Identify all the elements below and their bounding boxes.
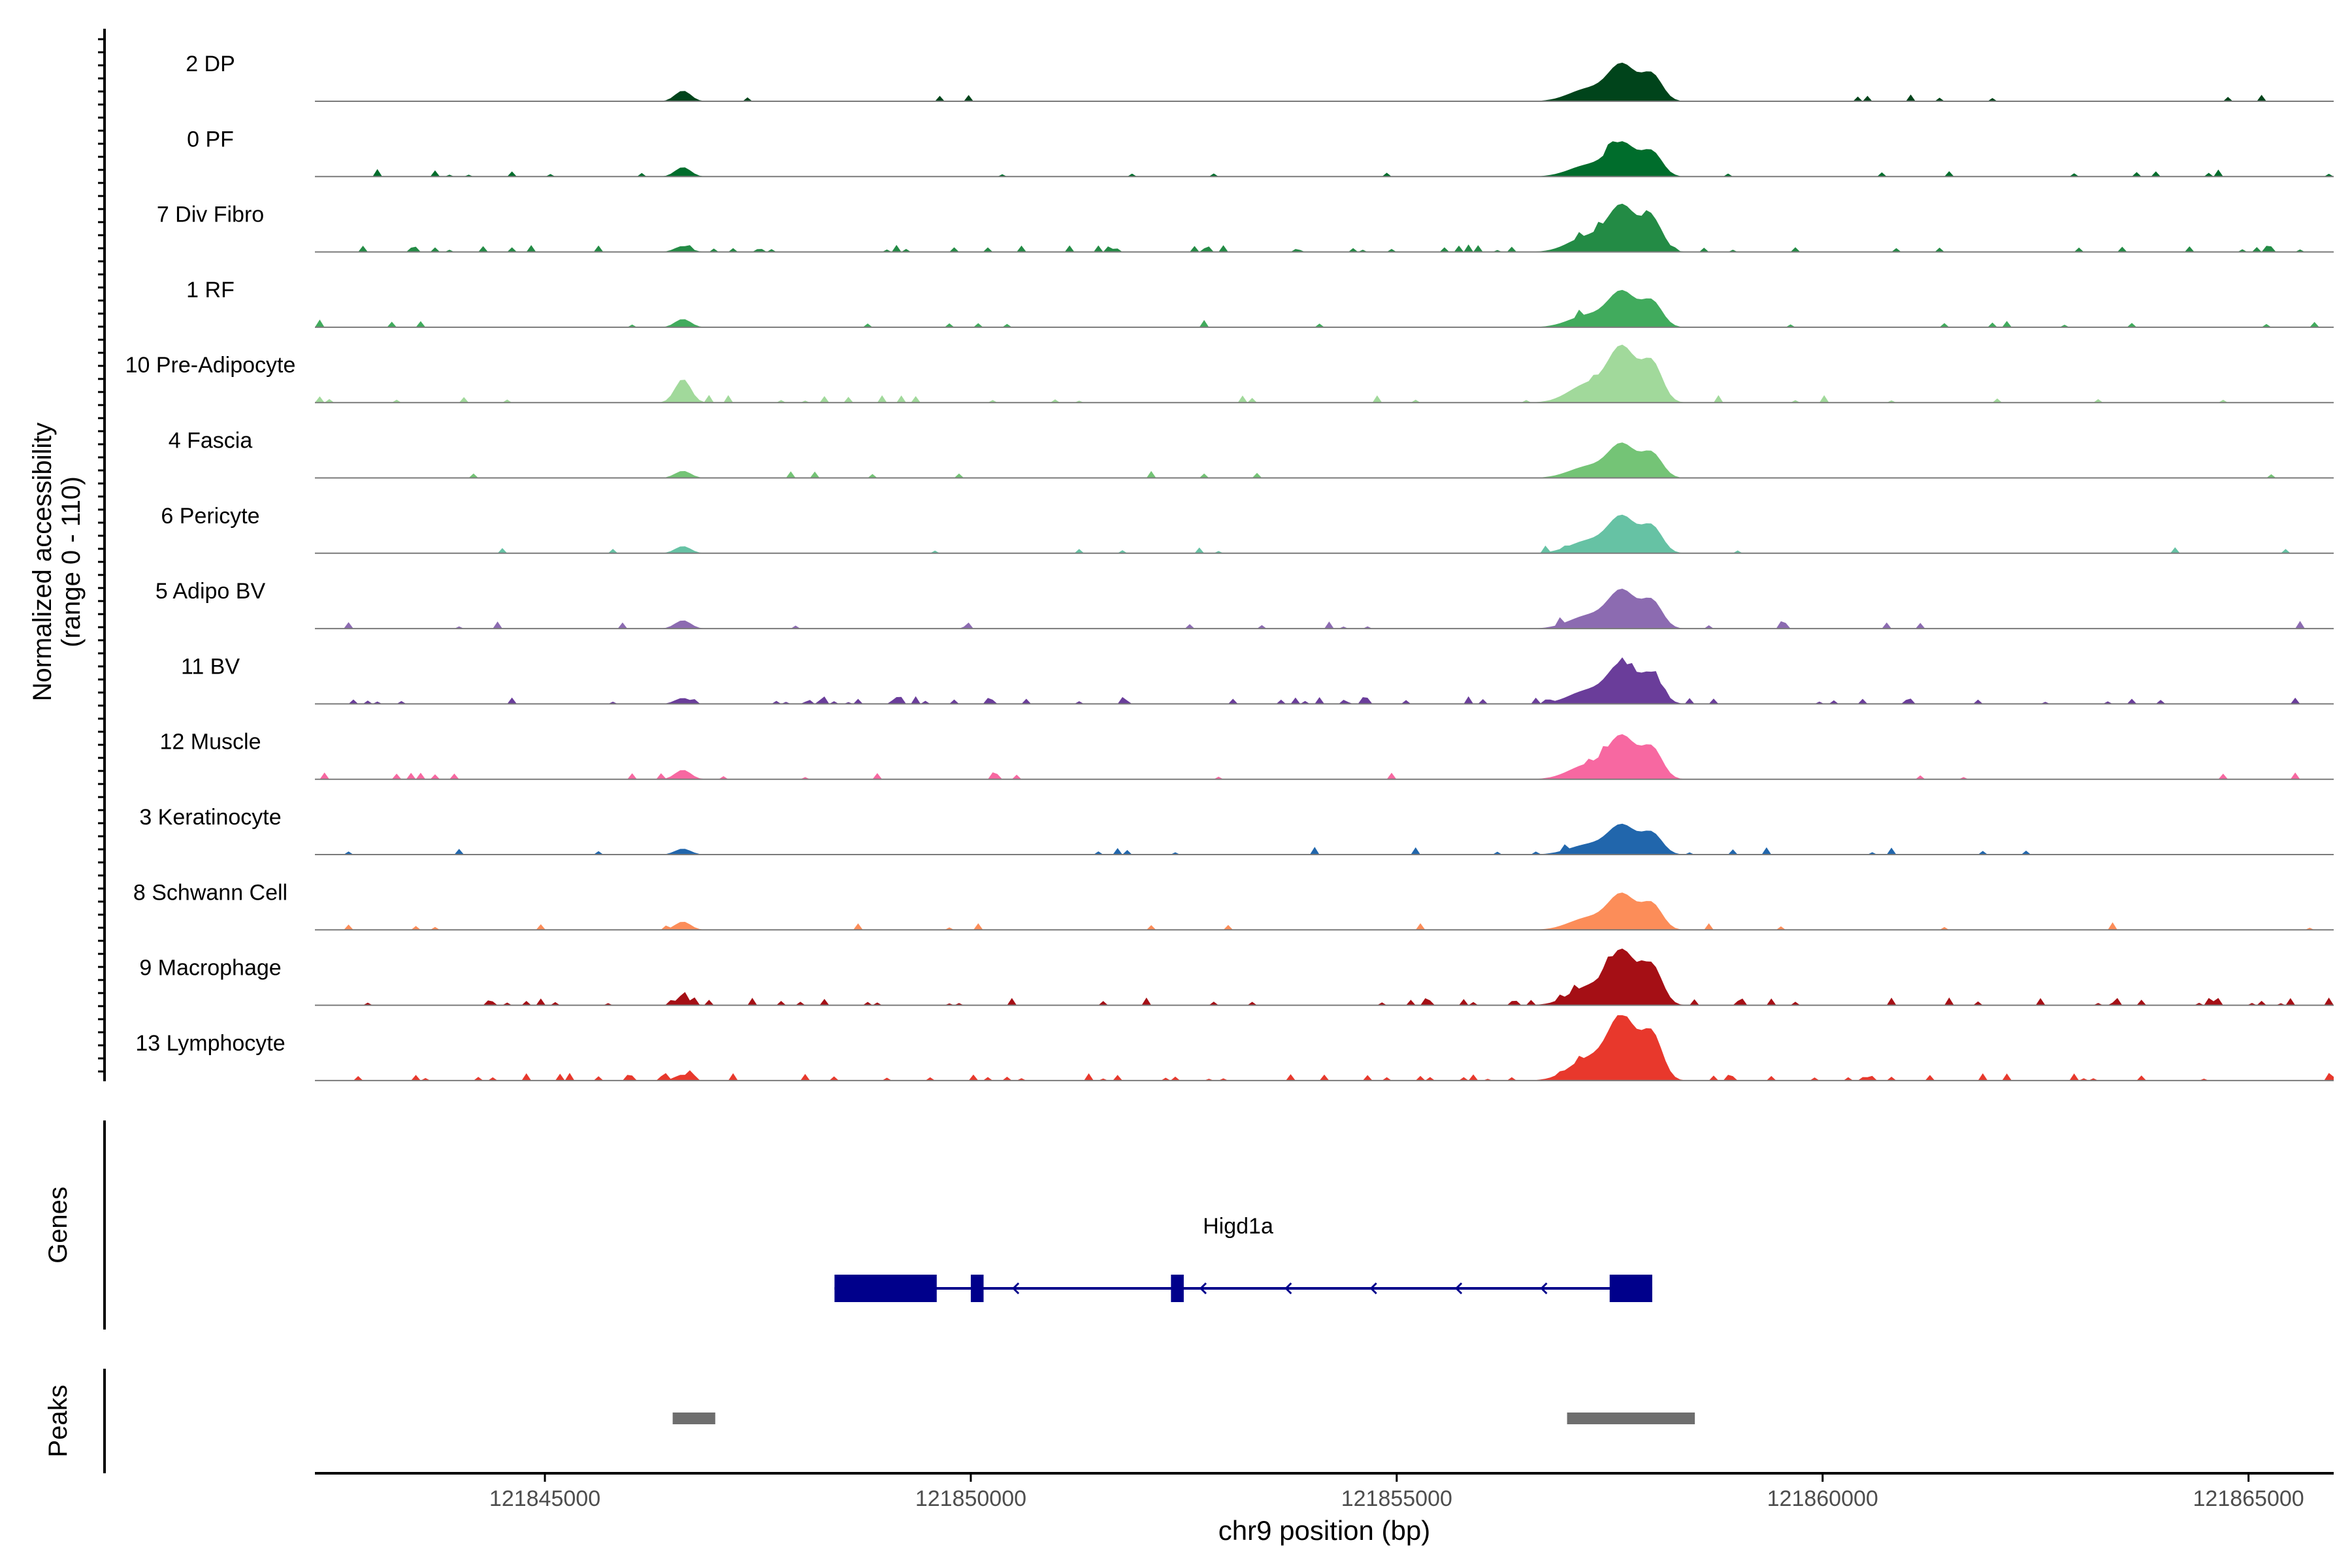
x-axis-ticks: 121845000 121850000 121855000 121860000 1218… [489, 1473, 2304, 1511]
coverage-track: 13 Lymphocyte [135, 1015, 2334, 1081]
coverage-area [315, 141, 2334, 177]
coverage-track: 11 BV [181, 654, 2334, 705]
gene-exon [1171, 1275, 1184, 1302]
gene-name-label: Higd1a [1203, 1214, 1273, 1239]
strand-arrow [1011, 1282, 1020, 1295]
track-label: 12 Muscle [160, 730, 261, 755]
coverage-track: 1 RF [186, 278, 2334, 328]
coverage-tracks: 2 DP 0 PF 7 Div Fibro 1 RF 10 Pre-Adipocyte 4… [125, 52, 2334, 1081]
track-label: 11 BV [181, 654, 240, 679]
coverage-track: 12 Muscle [160, 730, 2334, 780]
track-label: 4 Fascia [169, 429, 253, 453]
coverage-track: 2 DP [186, 52, 2334, 102]
track-label: 6 Pericyte [161, 504, 259, 529]
track-label: 1 RF [186, 278, 235, 302]
strand-arrow [1199, 1282, 1207, 1295]
coverage-track: 8 Schwann Cell [133, 880, 2334, 931]
strand-arrow [1454, 1282, 1463, 1295]
coverage-area [315, 203, 2334, 252]
strand-arrow [1369, 1282, 1377, 1295]
coverage-area [315, 62, 2334, 101]
coverage-track: 0 PF [187, 127, 2334, 178]
coverage-area [315, 344, 2334, 403]
track-label: 5 Adipo BV [155, 579, 266, 604]
genes-panel-label: Genes [44, 1186, 73, 1264]
peak-bar [672, 1413, 715, 1424]
y-axis-label-line2: (range 0 - 110) [57, 476, 86, 647]
coverage-area [315, 514, 2334, 553]
gene-exon [970, 1275, 984, 1302]
peak-regions [672, 1413, 1695, 1424]
track-label: 10 Pre-Adipocyte [125, 353, 296, 378]
coverage-area [315, 1015, 2334, 1081]
x-axis-tick-label: 121855000 [1341, 1486, 1452, 1511]
coverage-area [315, 734, 2334, 779]
coverage-area [315, 589, 2334, 629]
x-axis-tick-label: 121850000 [915, 1486, 1026, 1511]
gene-model [834, 1275, 1652, 1302]
x-axis-tick-label: 121865000 [2193, 1486, 2304, 1511]
coverage-track: 3 Keratinocyte [139, 805, 2334, 855]
track-label: 8 Schwann Cell [133, 880, 287, 905]
strand-arrow [1284, 1282, 1292, 1295]
track-label: 13 Lymphocyte [135, 1031, 285, 1056]
coverage-area [315, 442, 2334, 478]
coverage-area [315, 289, 2334, 327]
track-label: 7 Div Fibro [157, 203, 264, 227]
x-axis-label: chr9 position (bp) [1218, 1515, 1431, 1546]
peak-bar [1567, 1413, 1695, 1424]
track-label: 0 PF [187, 127, 234, 152]
coverage-area [315, 892, 2334, 930]
coverage-y-ticks [98, 38, 105, 1073]
coverage-track: 7 Div Fibro [157, 203, 2334, 253]
coverage-track: 5 Adipo BV [155, 579, 2334, 630]
x-axis-tick-label: 121845000 [489, 1486, 600, 1511]
coverage-area [315, 948, 2334, 1005]
peaks-panel-label: Peaks [44, 1384, 73, 1457]
track-label: 9 Macrophage [139, 956, 281, 981]
track-label: 3 Keratinocyte [139, 805, 281, 830]
y-axis-label-line1: Normalized accessibility [28, 423, 57, 702]
strand-arrow [1540, 1282, 1548, 1295]
coverage-area [315, 823, 2334, 855]
x-axis-tick-label: 121860000 [1767, 1486, 1878, 1511]
gene-exon [1609, 1275, 1652, 1302]
gene-exon [834, 1275, 937, 1302]
coverage-track: 10 Pre-Adipocyte [125, 344, 2334, 404]
coverage-track: 6 Pericyte [161, 504, 2334, 554]
coverage-area [315, 657, 2334, 704]
coverage-track: 9 Macrophage [139, 948, 2334, 1006]
track-label: 2 DP [186, 52, 235, 76]
coverage-track: 4 Fascia [169, 429, 2334, 479]
